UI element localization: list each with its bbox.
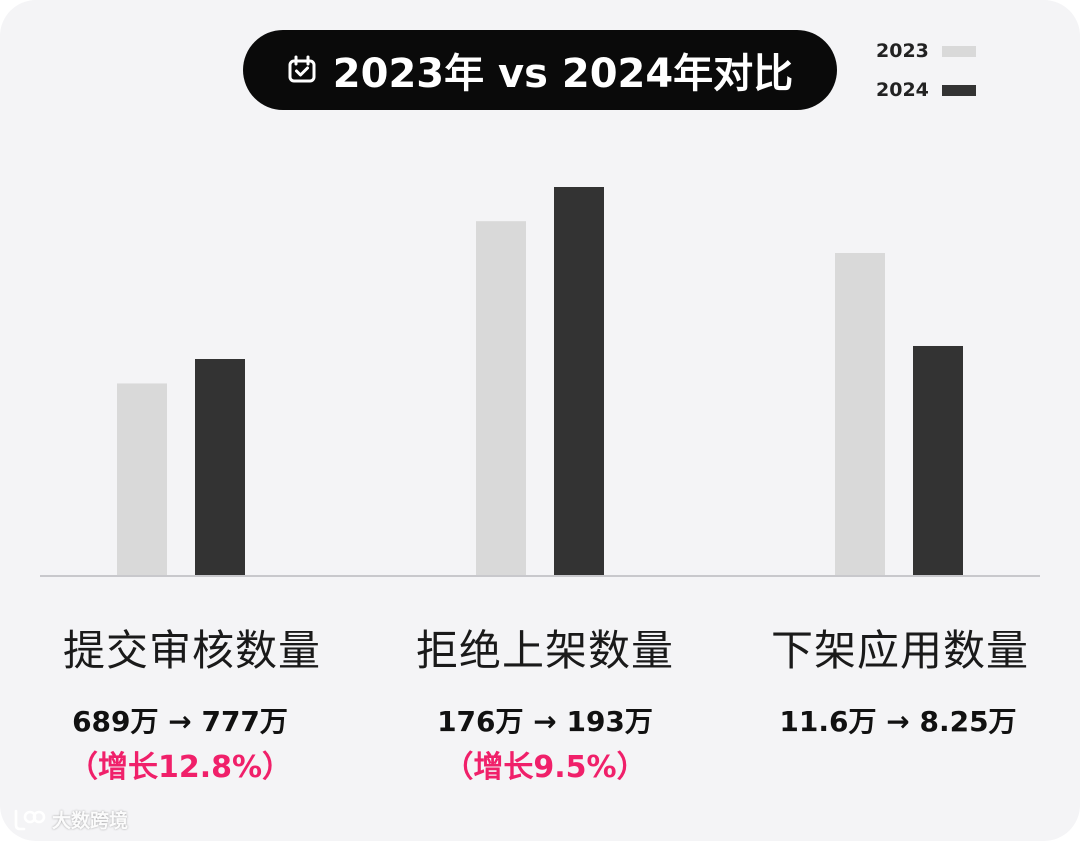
category-label-reject: 拒绝上架数量 [415, 626, 674, 675]
legend-swatch-2023 [942, 45, 976, 57]
legend-label-2024: 2024 [876, 79, 929, 101]
calendar-check-icon [288, 55, 316, 83]
bar-reject-2024 [554, 187, 604, 575]
bar-remove-2023 [835, 253, 885, 575]
bar-reject-2023 [476, 221, 526, 576]
bar-submit-2023 [117, 383, 167, 575]
bar-remove-2024 [913, 345, 963, 575]
watermark: 大数跨境 [12, 806, 128, 833]
brand-logo-icon [14, 809, 46, 830]
legend-item-2023: 2023 [876, 38, 986, 64]
chart-title-pill: 2023年 vs 2024年对比 [243, 30, 837, 110]
legend-swatch-2024 [942, 84, 976, 96]
value-label-remove: 11.6万 → 8.25万 [779, 705, 1017, 738]
watermark-text: 大数跨境 [52, 810, 129, 832]
legend-label-2023: 2023 [876, 40, 929, 62]
category-label-remove: 下架应用数量 [770, 626, 1029, 675]
value-label-reject: 176万 → 193万 [437, 705, 653, 738]
category-label-submit: 提交审核数量 [62, 626, 321, 675]
value-label-submit: 689万 → 777万 [72, 705, 288, 738]
chart-legend: 2023 2024 [876, 38, 986, 116]
chart-title: 2023年 vs 2024年对比 [332, 51, 794, 97]
growth-label-reject: （增长9.5%） [443, 750, 647, 785]
legend-item-2024: 2024 [876, 77, 986, 103]
growth-label-submit: （增长12.8%） [67, 750, 293, 785]
bar-submit-2024 [195, 359, 245, 575]
